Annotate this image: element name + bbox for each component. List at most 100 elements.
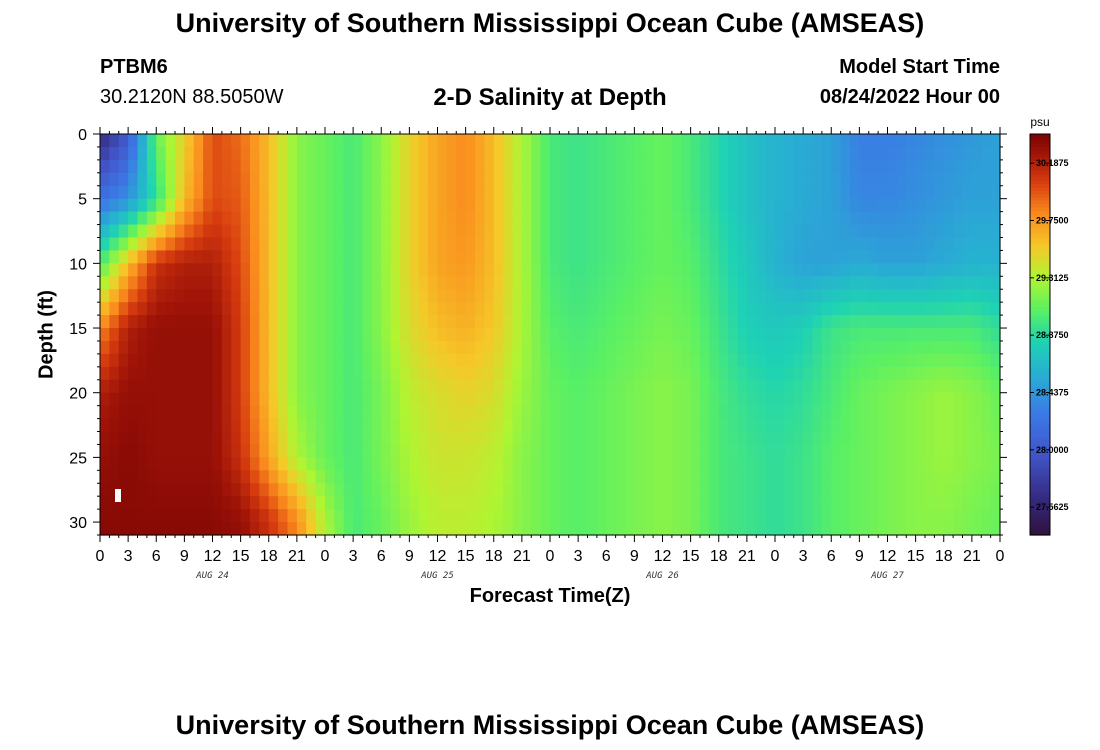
heatmap-cell [990,353,1001,368]
heatmap-cell [634,302,645,316]
heatmap-cell [690,418,701,433]
heatmap-cell [437,328,448,342]
heatmap-cell [175,496,185,510]
heatmap-cell [475,263,485,277]
heatmap-cell [737,353,748,368]
heatmap-cell [906,276,917,290]
heatmap-cell [531,172,542,187]
colorbar-segment [1030,354,1050,359]
heatmap-cell [128,470,139,484]
heatmap-cell [250,457,260,471]
heatmap-cell [925,315,935,329]
heatmap-cell [512,457,523,471]
heatmap-cell [325,509,335,523]
heatmap-cell [484,134,495,148]
heatmap-cell [531,224,542,239]
heatmap-cell [906,302,917,316]
heatmap-cell [718,496,729,510]
heatmap-cell [390,340,401,355]
heatmap-cell [934,379,945,394]
heatmap-cell [531,237,542,252]
heatmap-cell [587,172,598,187]
heatmap-cell [934,172,945,187]
heatmap-cell [250,379,260,394]
heatmap-cell [896,353,907,368]
heatmap-cell [690,496,701,510]
heatmap-cell [775,302,785,316]
heatmap-cell [493,431,504,446]
heatmap-cell [343,496,354,510]
heatmap-cell [728,315,739,329]
heatmap-cell [934,315,945,329]
heatmap-cell [746,392,757,407]
heatmap-cell [409,444,420,458]
heatmap-cell [671,172,682,187]
heatmap-cell [681,302,692,316]
heatmap-cell [306,340,317,355]
heatmap-cell [268,134,279,148]
heatmap-cell [990,457,1001,471]
heatmap-cell [662,457,673,471]
heatmap-cell [887,470,898,484]
heatmap-cell [934,405,945,420]
heatmap-cell [775,353,785,368]
heatmap-cell [325,366,335,381]
heatmap-cell [953,522,964,536]
heatmap-cell [287,172,298,187]
heatmap-cell [100,392,110,407]
heatmap-cell [475,340,485,355]
heatmap-cell [784,379,795,394]
heatmap-cell [578,340,589,355]
heatmap-cell [606,146,617,161]
heatmap-cell [428,379,439,394]
heatmap-cell [193,405,204,420]
heatmap-cell [137,198,148,213]
colorbar-segment [1030,364,1050,369]
colorbar-segment [1030,387,1050,392]
heatmap-cell [859,263,870,277]
heatmap-cell [193,509,204,523]
colorbar-segment [1030,247,1050,252]
heatmap-cell [343,263,354,277]
heatmap-cell [971,366,982,381]
heatmap-cell [259,276,270,290]
heatmap-cell [193,224,204,239]
heatmap-cell [418,315,429,329]
heatmap-cell [606,315,617,329]
heatmap-cell [484,328,495,342]
heatmap-cell [550,431,560,446]
heatmap-cell [653,159,664,174]
heatmap-cell [634,418,645,433]
heatmap-cell [371,470,382,484]
heatmap-cell [100,134,110,148]
heatmap-cell [728,392,739,407]
heatmap-cell [634,366,645,381]
heatmap-cell [118,496,129,510]
heatmap-cell [268,405,279,420]
heatmap-cell [746,522,757,536]
heatmap-cell [128,263,139,277]
heatmap-cell [156,328,167,342]
heatmap-cell [203,470,214,484]
heatmap-cell [456,328,467,342]
heatmap-cell [287,211,298,226]
heatmap-cell [709,418,720,433]
heatmap-cell [634,328,645,342]
heatmap-cell [943,392,954,407]
heatmap-cell [456,198,467,213]
heatmap-cell [709,302,720,316]
heatmap-cell [784,237,795,252]
heatmap-cell [568,185,579,200]
model-start-value: 08/24/2022 Hour 00 [819,86,1000,108]
heatmap-cell [362,418,373,433]
heatmap-cell [671,211,682,226]
heatmap-cell [315,172,326,187]
heatmap-cell [475,418,485,433]
heatmap-cell [315,470,326,484]
heatmap-cell [896,263,907,277]
heatmap-cell [259,224,270,239]
heatmap-cell [981,444,992,458]
colorbar-segment [1030,494,1050,499]
heatmap-cell [737,146,748,161]
heatmap-cell [512,250,523,264]
